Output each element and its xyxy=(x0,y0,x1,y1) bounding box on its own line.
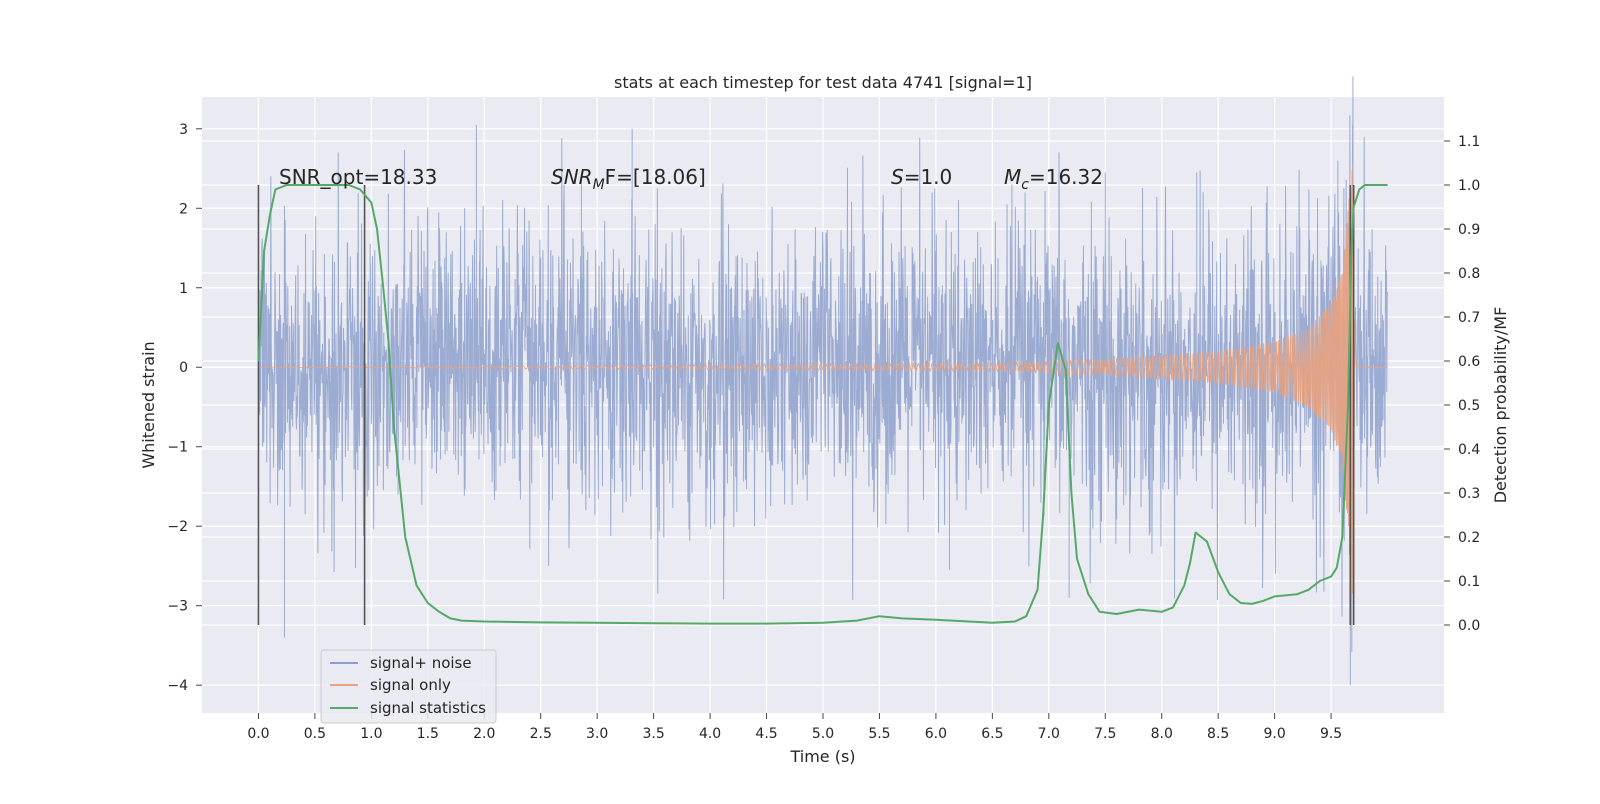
y-tick-label: 1 xyxy=(179,281,188,297)
legend-label-signal: signal only xyxy=(370,676,451,694)
snr-mf-name: SNR xyxy=(551,165,593,189)
y-tick-label: −3 xyxy=(167,599,188,615)
x-tick-label: 5.0 xyxy=(812,726,834,742)
y-right-tick-label: 0.1 xyxy=(1458,574,1480,590)
series-signal-statistics xyxy=(257,184,1388,625)
x-tick-label: 8.0 xyxy=(1151,726,1173,742)
y-right-tick-label: 0.4 xyxy=(1458,442,1480,458)
x-tick-label: 1.0 xyxy=(360,726,382,742)
y-right-tick-label: 0.5 xyxy=(1458,398,1480,414)
x-tick-label: 6.0 xyxy=(925,726,947,742)
legend-box xyxy=(320,649,497,724)
x-tick-label: 4.5 xyxy=(755,726,777,742)
mc-annotation: Mc=16.32 xyxy=(1004,165,1103,193)
y-right-tick-label: 0.7 xyxy=(1458,310,1480,326)
s-value: =1.0 xyxy=(904,165,953,189)
tick-layer: 0.0 0.5 1.0 1.5 2.0 2.5 3.0 3.5 4.0 4.5 5.0 5.5 6.0 6… xyxy=(167,122,1480,742)
x-tick-label: 0.0 xyxy=(247,726,269,742)
legend: signal+ noise signal only signal statist… xyxy=(320,649,497,724)
y-tick-label: −1 xyxy=(167,440,188,456)
x-tick-label: 8.5 xyxy=(1207,726,1229,742)
y-tick-label: −2 xyxy=(167,519,188,535)
y-axis-label: Whitened strain xyxy=(139,341,158,468)
x-tick-label: 7.0 xyxy=(1038,726,1060,742)
x-tick-label: 5.5 xyxy=(868,726,890,742)
y-right-tick-label: 0.8 xyxy=(1458,266,1480,282)
y-right-tick-label: 1.1 xyxy=(1458,134,1480,150)
snr-opt-annotation: SNR_opt=18.33 xyxy=(279,165,437,189)
x-tick-label: 4.0 xyxy=(699,726,721,742)
y-right-tick-label: 0.2 xyxy=(1458,530,1480,546)
y-axis-right-label: Detection probability/MF xyxy=(1491,307,1510,504)
x-tick-label: 2.0 xyxy=(473,726,495,742)
y-right-tick-label: 0.9 xyxy=(1458,222,1480,238)
x-tick-label: 7.5 xyxy=(1094,726,1116,742)
y-right-tick-label: 0.6 xyxy=(1458,354,1480,370)
mc-value: =16.32 xyxy=(1029,165,1103,189)
stat-layer xyxy=(257,184,1388,625)
marker-layer xyxy=(257,185,1355,625)
x-tick-label: 3.0 xyxy=(586,726,608,742)
x-tick-label: 9.5 xyxy=(1320,726,1342,742)
x-tick-label: 9.0 xyxy=(1264,726,1286,742)
y-tick-label: −4 xyxy=(167,678,188,694)
mc-subscript: c xyxy=(1021,177,1029,193)
x-tick-label: 1.5 xyxy=(417,726,439,742)
snr-mf-subscript: M xyxy=(593,177,605,193)
x-tick-label: 6.5 xyxy=(981,726,1003,742)
x-axis-label: Time (s) xyxy=(789,747,855,766)
y-tick-label: 2 xyxy=(179,201,188,217)
legend-label-statistics: signal statistics xyxy=(370,699,486,717)
annotations: SNR_opt=18.33 SNRMF=[18.06] S=1.0 Mc=16.… xyxy=(279,165,1103,193)
mc-name: M xyxy=(1004,165,1021,189)
snr-mf-annotation: SNRMF=[18.06] xyxy=(551,165,706,193)
y-right-tick-label: 1.0 xyxy=(1458,178,1480,194)
series-signal-only xyxy=(258,164,1388,594)
snr-mf-value: F=[18.06] xyxy=(605,165,706,189)
legend-label-noise: signal+ noise xyxy=(370,654,472,672)
chart-title: stats at each timestep for test data 474… xyxy=(614,73,1032,92)
x-tick-label: 0.5 xyxy=(304,726,326,742)
signal-layer xyxy=(258,164,1388,594)
y-tick-label: 3 xyxy=(179,122,188,138)
s-name: S xyxy=(891,165,904,189)
y-tick-label: 0 xyxy=(179,360,188,376)
s-annotation: S=1.0 xyxy=(891,165,952,189)
x-tick-label: 2.5 xyxy=(530,726,552,742)
x-tick-label: 3.5 xyxy=(643,726,665,742)
y-right-tick-label: 0.3 xyxy=(1458,486,1480,502)
y-right-tick-label: 0.0 xyxy=(1458,618,1480,634)
